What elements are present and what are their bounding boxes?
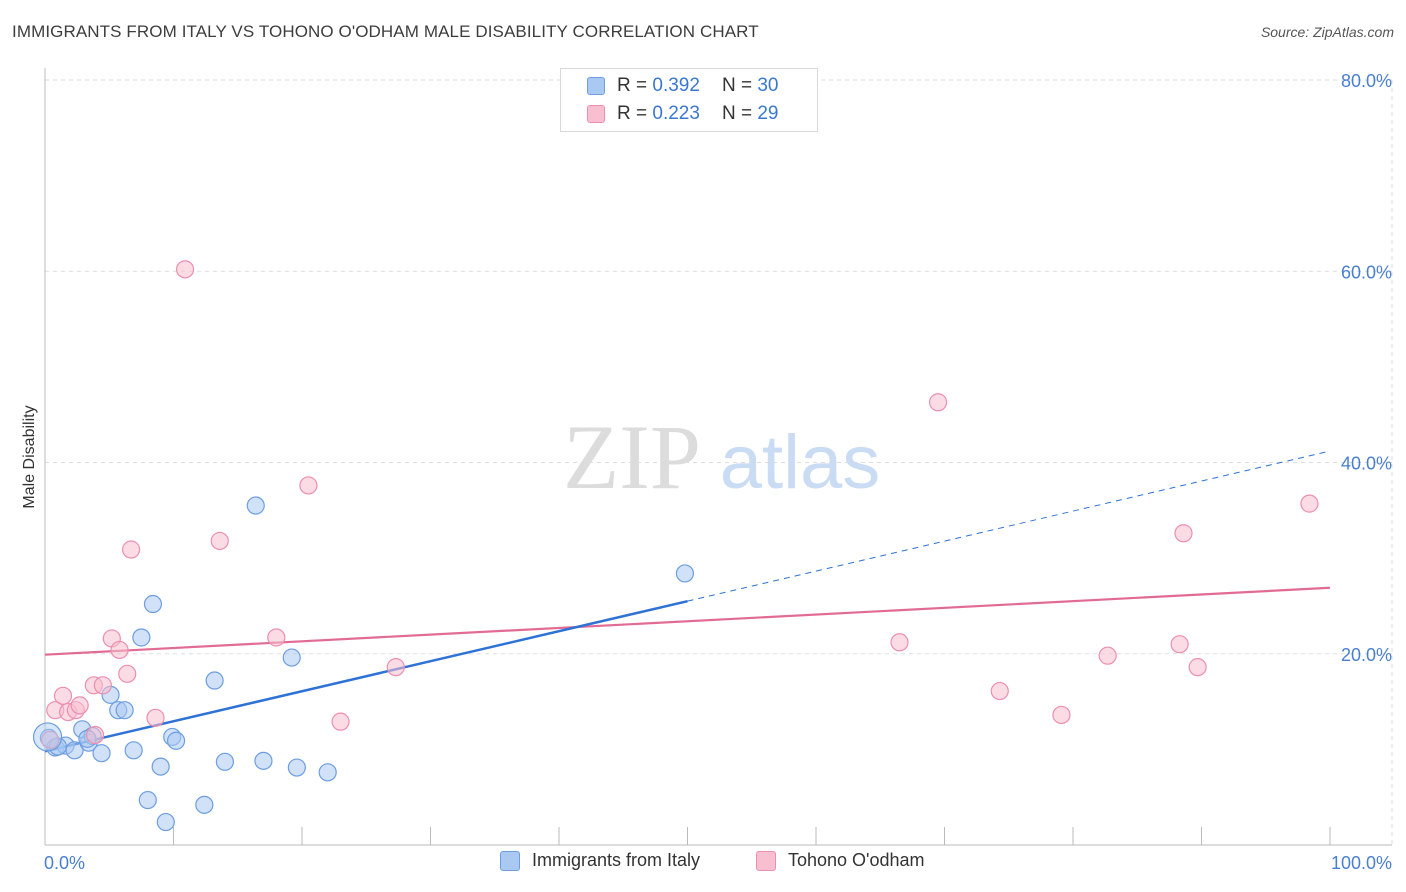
point-tohono (118, 664, 137, 683)
watermark-atlas: atlas (720, 420, 881, 505)
point-tohono (146, 708, 165, 727)
tohono-legend-swatch (756, 850, 776, 871)
point-italy (282, 648, 301, 667)
watermark: ZIP atlas (563, 406, 880, 508)
x-tick-label: 100.0% (1331, 853, 1392, 873)
point-tohono (1052, 705, 1071, 725)
point-tohono (267, 628, 286, 647)
point-tohono (299, 476, 318, 495)
point-tohono (928, 393, 948, 412)
point-tohono (1170, 635, 1189, 654)
point-tohono (70, 696, 89, 715)
point-italy (246, 496, 265, 515)
point-tohono (1098, 646, 1117, 665)
point-italy (166, 731, 186, 750)
trend-line-tohono (44, 586, 1331, 656)
italy-swatch (587, 77, 605, 95)
point-tohono (86, 725, 105, 745)
legend-row-italy: R = 0.392 N = 30 (587, 74, 778, 98)
data-points (32, 260, 1319, 832)
point-italy (318, 763, 337, 782)
italy-legend-swatch (500, 850, 520, 871)
axes (44, 68, 1392, 846)
y-axis-label: Male Disability (21, 405, 38, 508)
y-tick-label: 20.0% (1341, 645, 1392, 665)
trend-lines (44, 450, 1331, 753)
y-tick-label: 80.0% (1341, 71, 1392, 91)
point-italy (156, 812, 175, 832)
legend-item-italy[interactable]: Immigrants from Italy (500, 850, 700, 871)
gridlines (45, 79, 1393, 845)
legend-n-label: N = (721, 103, 753, 124)
stats-legend: R = 0.392 N = 30 R = 0.223 N = 29 (560, 68, 818, 132)
point-tohono (890, 633, 909, 652)
point-italy-cluster (32, 722, 63, 752)
point-tohono (1174, 524, 1193, 543)
legend-n-value: 30 (757, 75, 779, 96)
legend-row-tohono: R = 0.223 N = 29 (587, 102, 778, 126)
y-tick-label: 40.0% (1341, 454, 1392, 474)
point-tohono (210, 531, 229, 551)
legend-r-label: R = (617, 75, 648, 96)
legend-r-value: 0.392 (652, 75, 700, 96)
point-italy (115, 701, 134, 720)
trend-line-italy (44, 599, 688, 753)
point-italy (195, 795, 214, 814)
point-italy (205, 671, 224, 690)
source-label: Source: ZipAtlas.com (1260, 24, 1394, 40)
point-italy (215, 752, 234, 771)
point-tohono (1300, 494, 1319, 513)
series-legend: Immigrants from Italy Tohono O'odham (0, 850, 1406, 878)
y-tick-label: 60.0% (1341, 262, 1392, 282)
axis-labels: 20.0% 40.0% 60.0% 80.0% 0.0% 100.0% Male Disab… (21, 71, 1392, 873)
point-tohono (110, 640, 129, 660)
point-italy (143, 594, 163, 614)
legend-item-tohono[interactable]: Tohono O'odham (756, 850, 925, 871)
point-tohono (990, 681, 1009, 701)
point-tohono (93, 676, 112, 695)
point-tohono (386, 658, 405, 677)
point-tohono (121, 540, 141, 559)
legend-r-label: R = (617, 103, 648, 124)
point-tohono (41, 730, 60, 749)
watermark-zip: ZIP (563, 406, 701, 508)
tohono-swatch (587, 105, 605, 123)
point-italy (287, 758, 306, 777)
point-italy (124, 741, 143, 760)
legend-n-value: 29 (757, 103, 779, 124)
point-italy (151, 757, 170, 776)
point-italy (254, 751, 273, 770)
point-italy (138, 790, 157, 810)
point-tohono (331, 712, 350, 731)
x-tick-label: 0.0% (44, 853, 85, 873)
point-tohono (1188, 658, 1207, 677)
legend-label-tohono: Tohono O'odham (788, 850, 925, 870)
point-italy (675, 564, 695, 583)
point-italy (92, 744, 111, 763)
point-tohono (175, 260, 195, 279)
legend-label-italy: Immigrants from Italy (532, 850, 701, 870)
legend-n-label: N = (721, 75, 753, 96)
legend-r-value: 0.223 (652, 103, 700, 124)
chart-title: IMMIGRANTS FROM ITALY VS TOHONO O'ODHAM … (12, 22, 759, 41)
point-tohono (53, 686, 73, 705)
point-italy (132, 628, 151, 647)
